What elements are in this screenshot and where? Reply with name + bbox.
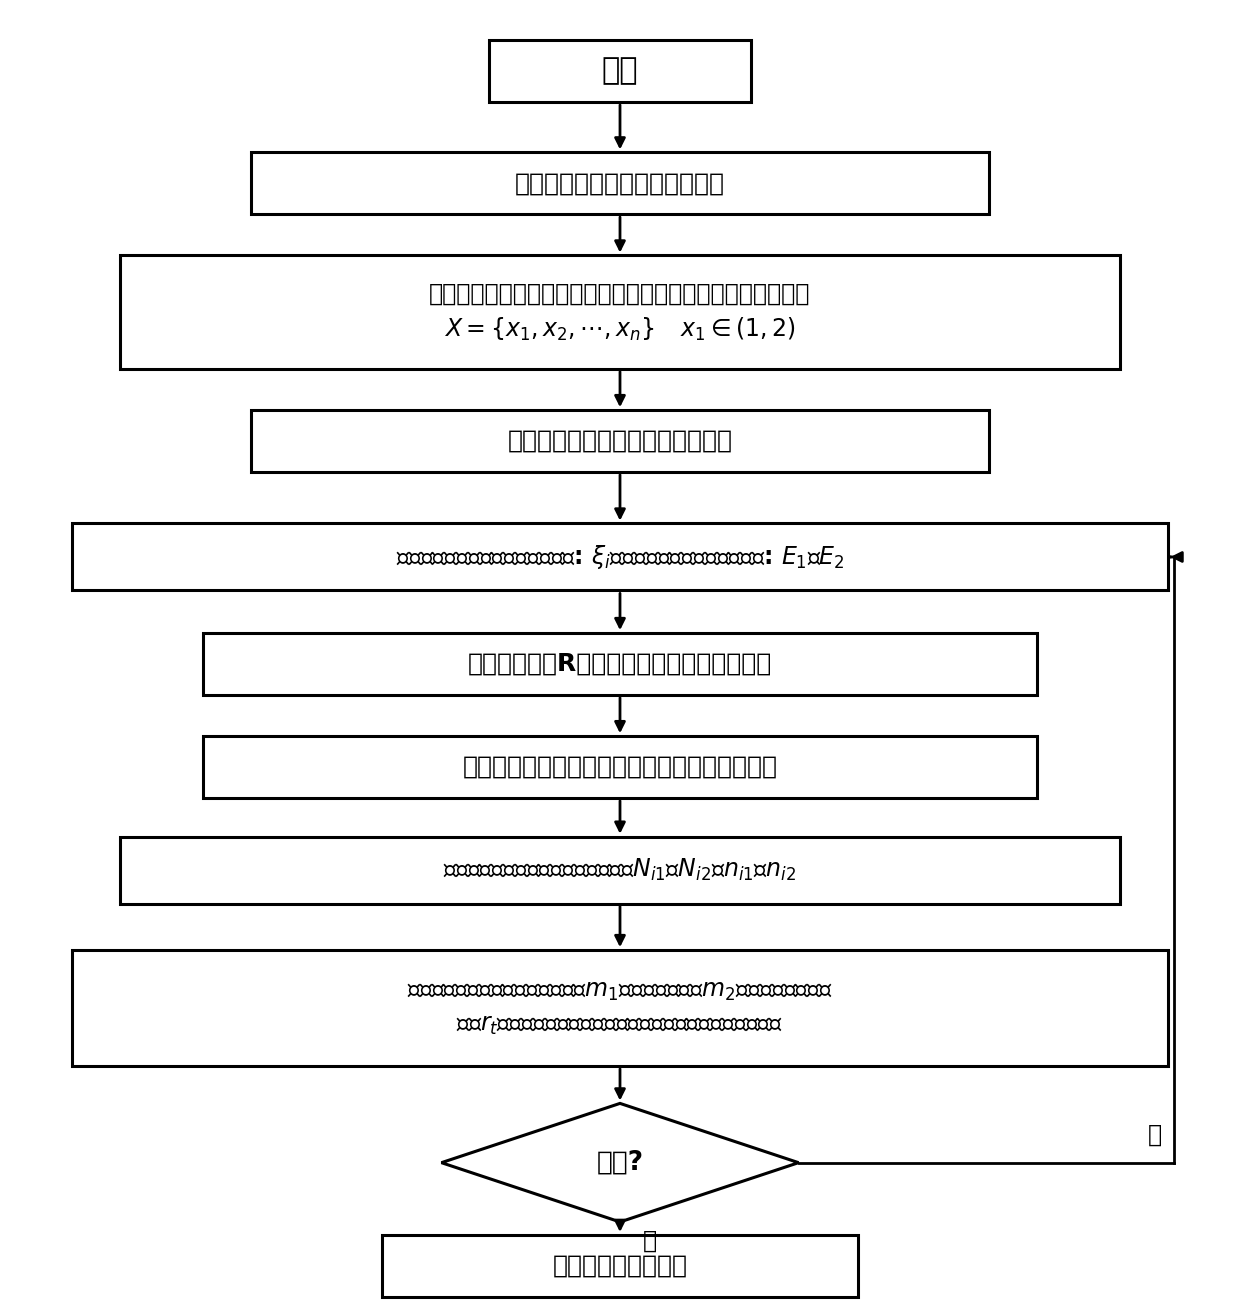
FancyBboxPatch shape bbox=[72, 949, 1168, 1066]
FancyBboxPatch shape bbox=[382, 1235, 858, 1297]
Text: 计算设计域内每个单元的邻域状态：$N_{i1}$与$N_{i2}$，$n_{i1}$与$n_{i2}$: 计算设计域内每个单元的邻域状态：$N_{i1}$与$N_{i2}$，$n_{i1… bbox=[444, 857, 796, 884]
Text: 运行有限元分析，获取单元应变能: $\xi_i$，榫槽和榫头各自的总应变能: $E_1$、$E_2$: 运行有限元分析，获取单元应变能: $\xi_i$，榫槽和榫头各自的总应变能: $… bbox=[396, 543, 844, 571]
FancyBboxPatch shape bbox=[120, 836, 1120, 903]
FancyBboxPatch shape bbox=[250, 410, 990, 472]
Text: 开始: 开始 bbox=[601, 57, 639, 85]
Text: 设定局部控制参数：常规移动系数$m_1$，增幅移动系数$m_2$，应变能比例控制
系数$r_t$。根据邻域状态和局部控制规则，对设计变量进行更新: 设定局部控制参数：常规移动系数$m_1$，增幅移动系数$m_2$，应变能比例控制… bbox=[407, 978, 833, 1038]
FancyBboxPatch shape bbox=[250, 153, 990, 214]
Text: 建立初始榫卯结构的有限元模型: 建立初始榫卯结构的有限元模型 bbox=[515, 171, 725, 195]
Polygon shape bbox=[441, 1103, 799, 1222]
FancyBboxPatch shape bbox=[120, 255, 1120, 368]
FancyBboxPatch shape bbox=[72, 523, 1168, 590]
FancyBboxPatch shape bbox=[203, 736, 1037, 798]
Text: 设定邻域半径R，对单元应变能进行过滤平均: 设定邻域半径R，对单元应变能进行过滤平均 bbox=[467, 652, 773, 676]
Text: 收敛?: 收敛? bbox=[596, 1149, 644, 1176]
Text: 分别选择榫槽和榫头为两个独立的设计域，并定义设计变量：
$X=\{x_1,x_2,\cdots,x_n\}$   $x_1\in(1,2)$: 分别选择榫槽和榫头为两个独立的设计域，并定义设计变量： $X=\{x_1,x_2… bbox=[429, 281, 811, 343]
Text: 完成优化，进行评价: 完成优化，进行评价 bbox=[553, 1253, 687, 1278]
Text: 设定增幅系数，对基础单元和增幅单元进行增幅: 设定增幅系数，对基础单元和增幅单元进行增幅 bbox=[463, 755, 777, 778]
FancyBboxPatch shape bbox=[203, 633, 1037, 694]
FancyBboxPatch shape bbox=[489, 41, 751, 103]
Text: 选择基础单元用于后续的单元增幅: 选择基础单元用于后续的单元增幅 bbox=[507, 429, 733, 452]
Text: 否: 否 bbox=[1147, 1123, 1162, 1147]
Text: 是: 是 bbox=[642, 1228, 657, 1252]
